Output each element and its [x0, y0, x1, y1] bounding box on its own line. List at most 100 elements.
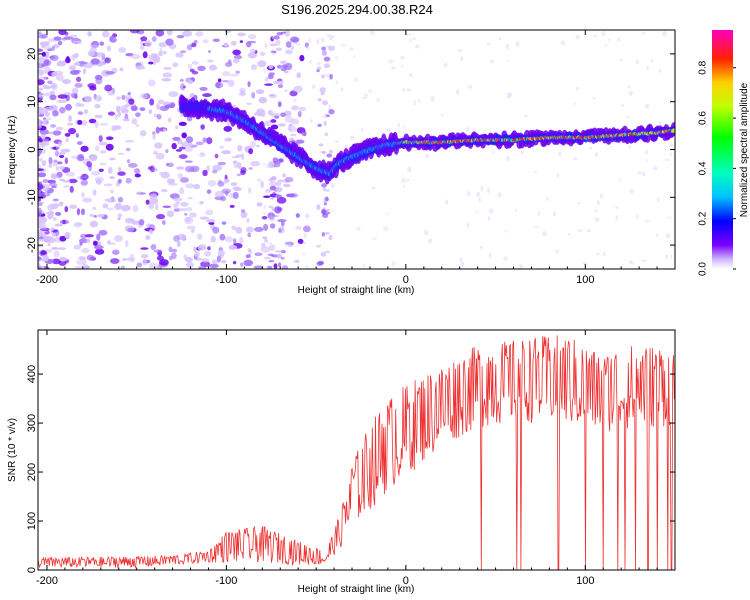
spectrogram-blob: [205, 209, 214, 216]
spectrogram-blob: [134, 168, 141, 174]
spectrogram-blob: [594, 152, 599, 157]
spectrogram-blob: [280, 112, 286, 118]
spectrogram-blob: [150, 244, 157, 250]
spectrogram-blob: [217, 180, 225, 187]
spectrogram-blob: [284, 30, 290, 37]
spectrogram-blob: [323, 202, 327, 206]
spectrogram-blob: [219, 145, 225, 149]
spectrogram-blob: [619, 58, 623, 62]
spectrogram-blob: [259, 51, 266, 56]
spectrogram-blob: [197, 233, 203, 240]
spectrogram-blob: [94, 121, 99, 129]
spectrogram-blob: [184, 256, 193, 263]
spectrogram-blob: [232, 49, 241, 56]
spectrogram-blob: [560, 40, 566, 46]
spectrogram-blob: [152, 150, 158, 155]
spectrogram-blob: [309, 119, 313, 123]
spectrogram-blob: [219, 233, 226, 241]
spectrogram-blob: [64, 157, 69, 165]
snr-y-tick-label: 200: [26, 463, 38, 481]
spectrogram-blob: [290, 105, 299, 111]
spectrogram-blob: [467, 85, 473, 89]
spectrogram-blob: [212, 226, 220, 234]
spectrogram-blob: [455, 89, 460, 95]
spectrogram-blob: [515, 208, 518, 212]
spectrogram-blob: [42, 59, 52, 67]
spectrogram-blob: [173, 235, 180, 242]
spectrogram-blob: [179, 83, 186, 91]
spectrogram-blob: [200, 124, 205, 130]
spectrogram-blob: [59, 151, 66, 155]
spectrogram-blob: [225, 137, 232, 142]
spectrogram-blob: [615, 215, 618, 221]
spectrogram-blob: [318, 143, 324, 147]
spectrogram-blob: [321, 183, 327, 188]
spectrogram-blob: [305, 213, 310, 219]
spectrogram-blob: [142, 51, 148, 59]
spectrogram-blob: [120, 108, 129, 114]
spectrogram-blob: [194, 251, 200, 258]
spectrogram-blob: [267, 74, 274, 80]
spectrogram-blob: [64, 205, 69, 213]
spectrogram-blob: [176, 34, 185, 39]
spectrogram-blob: [240, 262, 244, 267]
spectrogram-blob: [148, 109, 153, 115]
spectrogram-blob: [38, 256, 42, 261]
spectrogram-blob: [38, 191, 42, 197]
spectrogram-blob: [62, 219, 66, 225]
spectrogram-blob: [635, 59, 639, 65]
chart-title: S196.2025.294.00.38.R24: [281, 2, 433, 17]
spectrogram-blob: [275, 180, 282, 187]
spectrogram-blob: [326, 114, 330, 118]
spectrogram-blob: [44, 188, 48, 196]
spectrogram-blob: [165, 38, 174, 46]
spectrogram-blob: [534, 225, 540, 228]
colorbar-label: Normalized spectral amplitude: [739, 82, 750, 217]
spectrogram-blob: [80, 145, 89, 152]
spectrogram-blob: [86, 254, 95, 261]
spectrogram-blob: [412, 37, 416, 41]
spectrogram-blob: [41, 141, 47, 148]
spectrogram-blob: [293, 259, 300, 263]
spectrogram-blob: [149, 165, 155, 173]
spectrogram-blob: [109, 189, 115, 194]
spectrogram-blob: [38, 231, 44, 237]
spectrogram-blob: [38, 62, 44, 69]
spectrogram-blob: [50, 226, 54, 232]
spectrogram-blob: [262, 163, 266, 166]
spectrogram-blob: [80, 61, 88, 65]
spectrogram-blob: [489, 208, 494, 214]
spectrogram-blob: [328, 234, 333, 241]
snr-y-axis-label: SNR (10 * v/v): [7, 418, 18, 482]
spectrogram-blob: [117, 167, 122, 173]
spectrogram-blob: [51, 71, 58, 77]
spectrogram-blob: [523, 114, 529, 118]
spectrogram-blob: [186, 116, 193, 122]
spectrogram-blob: [114, 113, 119, 121]
spectrogram-blob: [460, 261, 465, 268]
spectrogram-blob: [222, 71, 231, 77]
spectrogram-blob: [328, 34, 334, 41]
spectrogram-blob: [282, 173, 287, 178]
spectrogram-blob: [406, 178, 410, 182]
spectrogram-blob: [403, 184, 406, 188]
spectrogram-blob: [360, 127, 364, 133]
spectrogram-blob: [191, 70, 199, 75]
spectrogram-blob: [207, 246, 211, 251]
spectrogram-blob: [257, 178, 261, 182]
spectrogram-blob: [59, 201, 64, 207]
spectrogram-blob: [354, 77, 359, 82]
spectrogram-blob: [145, 199, 150, 205]
spectrogram-blob: [109, 157, 116, 161]
spectrogram-blob: [670, 152, 673, 156]
spectrogram-blob: [187, 196, 193, 200]
spectrogram-blob: [260, 180, 265, 189]
spectrogram-blob: [603, 252, 606, 257]
spectrogram-blob: [248, 187, 252, 194]
spectrogram-blob: [48, 182, 58, 187]
spectrogram-blob: [665, 233, 671, 238]
spectrogram-blob: [175, 52, 184, 58]
spectrogram-blob: [659, 120, 662, 126]
spectrogram-blob: [250, 48, 256, 54]
